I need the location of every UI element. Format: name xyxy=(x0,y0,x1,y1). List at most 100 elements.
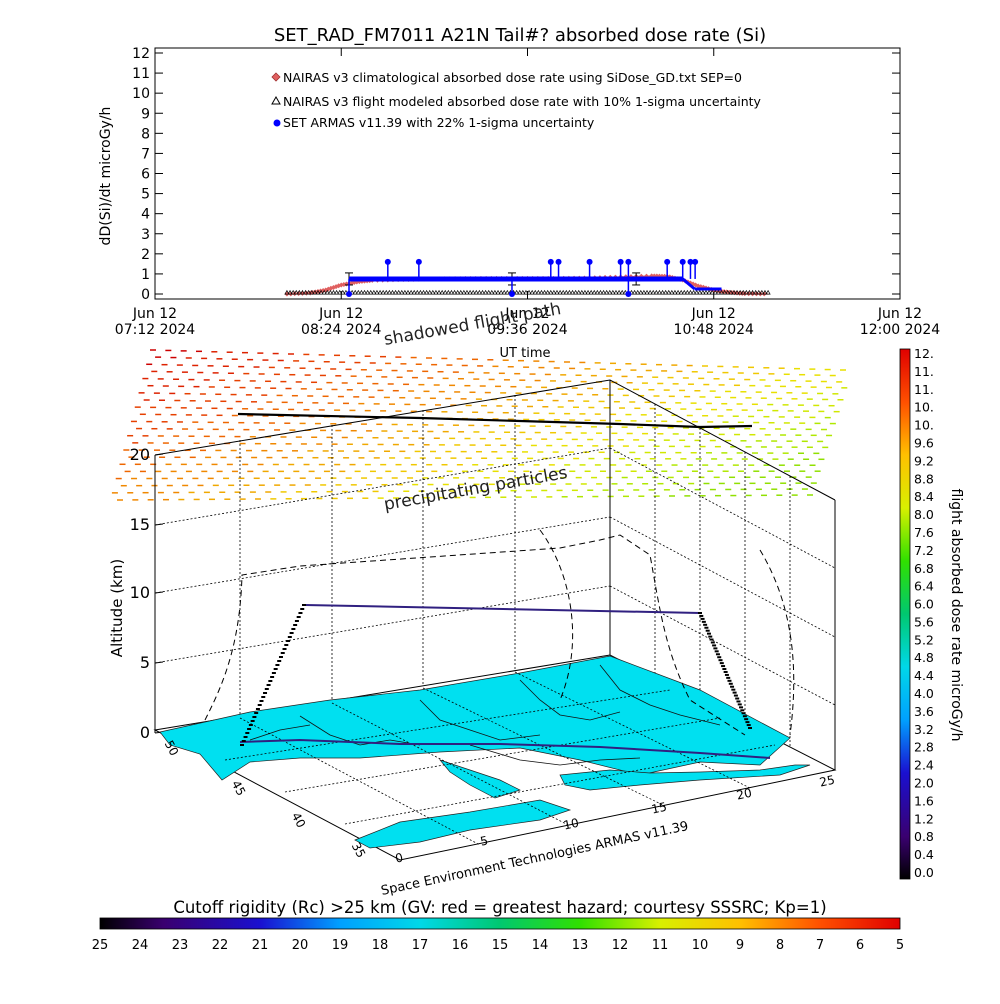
x-tick-label-date: Jun 12 xyxy=(504,306,549,322)
descent-point xyxy=(730,685,735,688)
y-tick-label: 12 xyxy=(132,46,150,62)
armas-spike-point xyxy=(687,258,694,265)
rigidity-colorbar-tick-label: 16 xyxy=(452,938,469,953)
nairas-flight-point xyxy=(293,289,299,295)
nairas-flight-point xyxy=(600,289,607,295)
nairas-flight-point xyxy=(712,289,718,295)
nairas-flight-point xyxy=(678,289,684,295)
dose-colorbar-tick-label: 1.2 xyxy=(914,811,934,826)
ascent-point xyxy=(302,604,306,606)
nairas-flight-point xyxy=(383,289,389,295)
longitude-tick-label: 10 xyxy=(562,816,580,833)
y-tick-label: 11 xyxy=(132,66,150,82)
nairas-flight-point xyxy=(299,289,306,295)
x-tick-label-time: 07:12 2024 xyxy=(115,322,196,338)
nairas-flight-point xyxy=(591,289,597,295)
nairas-flight-point xyxy=(476,289,482,295)
altitude-tick-label: 10 xyxy=(130,583,150,602)
descent-point xyxy=(728,682,733,685)
nairas-flight-point xyxy=(718,289,725,295)
dose-colorbar-tick-label: 7.6 xyxy=(914,525,934,540)
nairas-flight-point xyxy=(554,289,560,295)
nairas-flight-point xyxy=(315,289,321,295)
rigidity-colorbar-tick-label: 6 xyxy=(856,938,864,953)
ascent-point xyxy=(254,712,259,714)
nairas-flight-point xyxy=(687,289,694,295)
nairas-flight-point xyxy=(389,289,396,295)
descent-point xyxy=(703,623,708,626)
rigidity-colorbar-tick-label: 14 xyxy=(532,938,549,953)
nairas-flight-point xyxy=(420,289,427,295)
nairas-flight-point xyxy=(641,289,647,295)
longitude-tick-label: 15 xyxy=(650,800,668,817)
ascent-point xyxy=(287,636,292,638)
longitude-tick-label: 5 xyxy=(479,833,489,848)
nairas-flight-point xyxy=(529,289,535,295)
nairas-flight-point xyxy=(430,289,436,295)
nairas-flight-point xyxy=(585,289,591,295)
descent-point xyxy=(723,670,728,673)
nairas-flight-point xyxy=(504,289,510,295)
ascent-point xyxy=(248,724,253,726)
descent-point xyxy=(742,715,747,718)
nairas-flight-point xyxy=(573,289,579,295)
descent-point xyxy=(733,694,738,697)
armas-spike-point xyxy=(617,258,624,265)
legend-label: NAIRAS v3 climatological absorbed dose r… xyxy=(283,70,742,85)
nairas-flight-point xyxy=(746,289,753,295)
nairas-flight-point xyxy=(302,289,309,295)
armas-spike-point xyxy=(415,258,422,265)
x-tick-label-time: 09:36 2024 xyxy=(487,322,568,338)
legend-label: SET ARMAS v11.39 with 22% 1-sigma uncert… xyxy=(283,115,595,130)
nairas-flight-point xyxy=(358,289,365,295)
descent-point xyxy=(724,673,729,676)
nairas-flight-point xyxy=(579,289,585,295)
nairas-flight-point xyxy=(284,289,290,295)
nairas-flight-point xyxy=(436,289,442,295)
nairas-flight-point xyxy=(479,289,486,295)
nairas-flight-point xyxy=(495,289,501,295)
nairas-flight-point xyxy=(455,289,461,295)
legend-label: NAIRAS v3 flight modeled absorbed dose r… xyxy=(283,94,762,109)
descent-point xyxy=(726,676,731,679)
nairas-flight-point xyxy=(582,289,588,295)
rigidity-colorbar-tick-label: 25 xyxy=(92,938,109,953)
precip-dashed-curve-right xyxy=(759,549,795,736)
ascent-point xyxy=(243,736,248,738)
armas-spike-point xyxy=(625,258,632,265)
nairas-flight-point xyxy=(566,289,573,295)
nairas-flight-point xyxy=(318,289,324,295)
nairas-flight-point xyxy=(408,289,414,295)
rigidity-colorbar-tick-label: 5 xyxy=(896,938,904,953)
nairas-flight-point xyxy=(486,289,492,295)
nairas-flight-point xyxy=(694,289,700,295)
nairas-flight-point xyxy=(520,289,526,295)
latitude-tick-label: 40 xyxy=(289,810,309,830)
ascent-point xyxy=(257,704,262,706)
ascent-point xyxy=(266,684,271,686)
nairas-flight-point xyxy=(607,289,613,295)
descent-point xyxy=(727,679,732,682)
dose-colorbar-tick-label: 9.6 xyxy=(914,435,934,450)
nairas-flight-point xyxy=(631,289,638,295)
latitude-tick-label: 35 xyxy=(349,840,369,860)
nairas-flight-point xyxy=(737,289,743,295)
armas-dip-point xyxy=(625,291,632,297)
rigidity-colorbar-tick-label: 11 xyxy=(652,938,669,953)
dose-colorbar-gradient xyxy=(899,348,911,880)
nairas-flight-point xyxy=(672,289,678,295)
nairas-flight-point xyxy=(663,289,669,295)
x-tick-label-time: 08:24 2024 xyxy=(301,322,382,338)
rigidity-colorbar-tick-label: 7 xyxy=(816,938,824,953)
nairas-flight-point xyxy=(753,289,759,295)
dose-colorbar-tick-label: 1.6 xyxy=(914,793,934,808)
nairas-flight-point xyxy=(653,289,659,295)
dose-colorbar-label: flight absorbed dose rate microGy/h xyxy=(948,489,964,742)
ascent-point xyxy=(263,692,268,694)
y-tick-label: 2 xyxy=(141,247,150,263)
latitude-axis-ticks: 50 45 40 35 xyxy=(162,738,369,860)
nairas-flight-point xyxy=(610,289,616,295)
rigidity-colorbar-tick-label: 15 xyxy=(492,938,509,953)
nairas-flight-point xyxy=(445,289,451,295)
nairas-flight-point xyxy=(765,289,771,295)
